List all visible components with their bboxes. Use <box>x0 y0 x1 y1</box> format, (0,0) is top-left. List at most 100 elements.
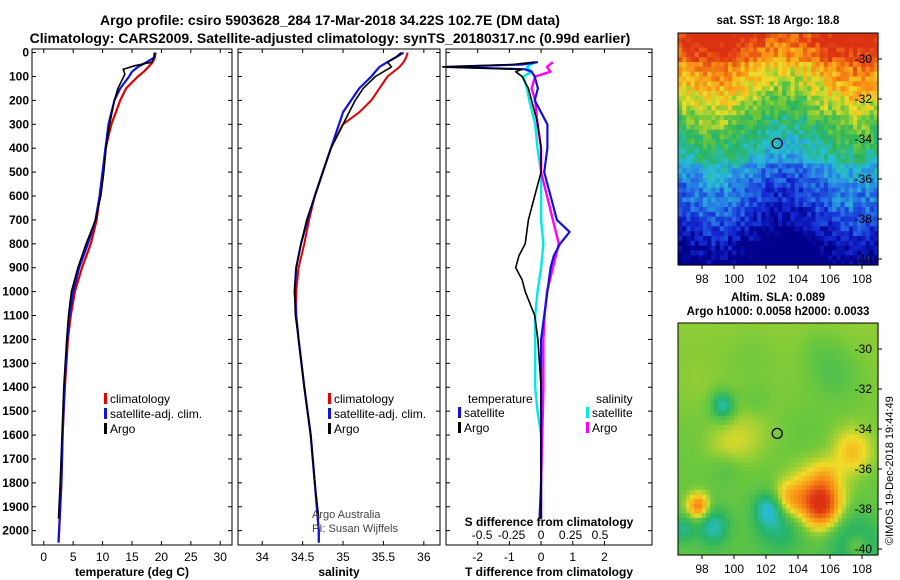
map-cell <box>803 52 808 58</box>
map-cell <box>723 192 729 198</box>
map-cell <box>719 37 725 44</box>
map-cell <box>686 425 691 431</box>
map-cell <box>736 197 742 203</box>
map-cell <box>746 336 751 343</box>
map-cell <box>690 503 695 510</box>
map-cell <box>734 480 739 486</box>
map-cell <box>723 47 729 53</box>
map-cell <box>703 216 708 223</box>
map-cell <box>698 62 704 68</box>
map-cell <box>754 360 759 366</box>
map-cell <box>803 226 808 232</box>
map-cell <box>861 211 867 218</box>
map-cell <box>866 517 871 524</box>
map-cell <box>710 374 715 380</box>
map-cell <box>682 57 687 63</box>
map-cell <box>753 163 758 169</box>
map-cell <box>773 47 779 53</box>
map-cell <box>732 255 737 261</box>
map-cell <box>870 378 875 384</box>
map-cell <box>842 439 847 445</box>
map-cell <box>686 192 692 198</box>
map-cell <box>862 374 867 380</box>
map-cell <box>718 364 723 370</box>
map-cell <box>770 364 775 370</box>
map-cell <box>748 226 754 232</box>
map-cell <box>848 163 854 169</box>
map-cell <box>774 513 779 519</box>
map-cell <box>728 105 733 111</box>
map-cell <box>740 42 746 49</box>
map-cell <box>854 480 859 486</box>
map-cell <box>698 144 704 150</box>
map-cell <box>873 47 879 53</box>
map-y-tick-label: -30 <box>855 52 873 66</box>
map-cell <box>678 71 683 78</box>
map-cell <box>834 499 839 505</box>
map-cell <box>790 341 795 347</box>
map-cell <box>686 260 692 266</box>
map-cell <box>846 420 851 426</box>
map-cell <box>790 216 796 223</box>
map-cell <box>803 207 808 213</box>
map-cell <box>711 100 717 107</box>
map-cell <box>790 383 795 389</box>
map-cell <box>786 425 791 431</box>
map-cell <box>832 115 837 121</box>
map-cell <box>718 466 723 473</box>
map-cell <box>786 71 792 78</box>
map-cell <box>823 192 829 198</box>
map-cell <box>694 457 699 463</box>
map-cell <box>690 513 695 519</box>
map-cell <box>728 211 733 218</box>
map-cell <box>844 245 850 252</box>
map-cell <box>858 439 863 445</box>
map-cell <box>810 531 815 538</box>
map-cell <box>732 91 737 97</box>
map-cell <box>842 476 847 482</box>
map-cell <box>794 163 800 169</box>
map-cell <box>740 120 746 126</box>
map-cell <box>774 499 779 505</box>
map-cell <box>774 364 779 370</box>
map-cell <box>861 216 867 223</box>
map-cell <box>710 499 715 505</box>
map-cell <box>822 355 827 361</box>
map-cell <box>682 62 687 68</box>
map-cell <box>740 76 746 82</box>
map-cell <box>766 494 771 500</box>
map-cell <box>732 240 737 247</box>
map-cell <box>690 531 695 538</box>
map-cell <box>707 226 712 232</box>
map-cell <box>794 425 799 431</box>
map-cell <box>838 457 843 463</box>
map-cell <box>865 62 871 68</box>
map-cell <box>807 240 812 247</box>
map-cell <box>690 221 696 227</box>
map-cell <box>753 95 758 102</box>
map-cell <box>723 110 729 116</box>
map-cell <box>854 490 859 496</box>
map-cell <box>794 66 800 73</box>
map-cell <box>753 120 758 126</box>
map-cell <box>840 139 846 145</box>
map-cell <box>853 149 858 155</box>
map-cell <box>818 476 823 482</box>
map-cell <box>702 406 707 412</box>
map-cell <box>740 202 746 208</box>
map-cell <box>778 415 783 422</box>
map-cell <box>694 485 699 491</box>
map-cell <box>744 66 750 73</box>
map-cell <box>748 134 754 140</box>
map-cell <box>715 57 721 63</box>
map-cell <box>842 401 847 408</box>
map-cell <box>753 47 758 53</box>
map-cell <box>811 173 817 179</box>
map-cell <box>834 392 839 398</box>
map-cell <box>770 462 775 468</box>
map-cell <box>698 541 703 547</box>
map-cell <box>698 33 704 39</box>
map-cell <box>773 202 779 208</box>
map-cell <box>719 86 725 92</box>
map-cell <box>846 480 851 486</box>
